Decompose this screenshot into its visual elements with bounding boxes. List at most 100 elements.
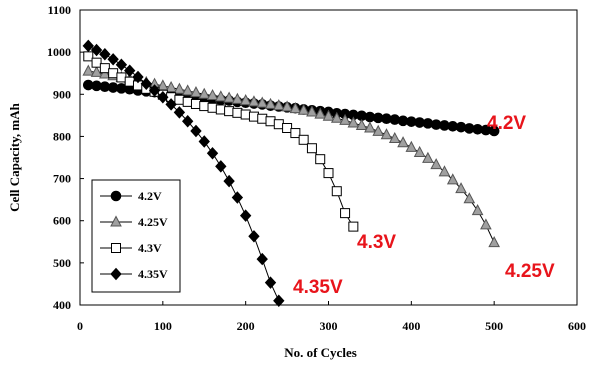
data-point <box>248 95 260 107</box>
data-point <box>90 43 103 57</box>
data-point <box>173 82 186 94</box>
data-point <box>248 230 260 243</box>
data-point <box>480 218 492 230</box>
data-point <box>380 128 393 140</box>
series-layer <box>82 39 500 308</box>
data-point <box>214 90 227 102</box>
data-point <box>140 77 152 90</box>
data-point <box>256 252 268 266</box>
data-point <box>264 276 277 289</box>
data-point <box>282 123 293 133</box>
data-point <box>256 96 269 108</box>
data-point <box>430 158 443 170</box>
data-point <box>99 67 111 79</box>
data-point <box>388 131 401 144</box>
data-point <box>232 107 243 118</box>
data-point <box>108 68 119 79</box>
data-point <box>181 84 194 96</box>
data-point <box>348 221 359 232</box>
data-point <box>239 94 252 106</box>
data-point <box>463 192 476 204</box>
data-point <box>397 136 409 148</box>
series-diamond <box>82 39 285 308</box>
legend-label: 4.35V <box>138 267 168 281</box>
data-point <box>148 84 161 97</box>
data-point <box>224 106 235 117</box>
legend-box <box>91 179 181 293</box>
data-point <box>340 208 351 219</box>
data-point <box>347 116 360 128</box>
x-tick-label: 300 <box>320 319 338 333</box>
data-point <box>257 113 268 124</box>
data-point <box>157 90 169 104</box>
legend-label: 4.25V <box>138 215 168 229</box>
data-point <box>314 107 327 119</box>
data-point <box>206 147 219 160</box>
x-tick-label: 400 <box>402 319 420 333</box>
data-point <box>107 53 119 66</box>
data-point <box>446 173 459 185</box>
x-tick-label: 0 <box>77 319 83 333</box>
data-point <box>488 125 500 137</box>
data-point <box>199 101 210 112</box>
data-point <box>198 135 210 148</box>
legend-label: 4.2V <box>138 189 162 203</box>
data-point <box>264 97 277 109</box>
data-point <box>116 72 127 83</box>
data-point <box>173 106 186 119</box>
y-tick-label: 700 <box>53 172 71 186</box>
data-point <box>240 109 251 120</box>
data-point <box>190 124 202 138</box>
data-point <box>124 76 135 87</box>
data-point <box>331 186 342 197</box>
data-point <box>248 111 259 122</box>
data-point <box>413 145 426 157</box>
data-point <box>83 51 94 62</box>
data-point <box>165 98 177 111</box>
legend: 4.2V 4.25V 4.3V 4.35V <box>91 179 181 293</box>
data-point <box>82 39 94 53</box>
x-tick-label: 100 <box>154 319 172 333</box>
data-point <box>306 105 318 117</box>
y-axis-title: Cell Capacity, mAh <box>7 102 22 211</box>
y-tick-label: 800 <box>53 129 71 143</box>
data-point <box>272 99 285 111</box>
legend-entry: 4.2V <box>100 189 162 203</box>
annotations: 4.2V 4.25V 4.3V 4.35V <box>293 113 555 298</box>
y-tick-label: 1100 <box>48 3 71 17</box>
data-point <box>182 96 193 107</box>
data-point <box>372 124 385 136</box>
y-tick-label: 1000 <box>47 45 71 59</box>
y-tick-label: 400 <box>53 298 71 312</box>
y-tick-label: 900 <box>53 87 71 101</box>
data-point <box>239 209 252 222</box>
series-triangle <box>82 64 500 248</box>
data-point <box>99 48 111 61</box>
data-point <box>115 58 128 72</box>
data-point <box>273 119 284 130</box>
y-tick-label: 600 <box>53 214 71 228</box>
data-point <box>99 63 110 74</box>
data-point <box>422 151 434 163</box>
data-point <box>223 174 235 188</box>
data-point <box>165 80 177 93</box>
data-point <box>330 111 343 123</box>
data-point <box>273 294 285 308</box>
y-tick-label: 500 <box>53 256 71 270</box>
data-point <box>190 98 201 109</box>
legend-marker <box>110 215 122 227</box>
annotation-label: 4.2V <box>487 113 526 134</box>
data-point <box>290 128 301 139</box>
data-point <box>91 57 102 68</box>
data-point <box>231 191 244 204</box>
x-tick-label: 600 <box>568 319 586 333</box>
data-point <box>297 103 310 115</box>
data-point <box>315 154 326 165</box>
data-point <box>265 116 276 127</box>
axes: 0 100 200 300 400 500 600 400 500 600 700 800 900 100… <box>7 3 586 360</box>
data-point <box>405 140 418 152</box>
data-point <box>438 165 451 177</box>
x-axis-title: No. of Cycles <box>284 345 357 360</box>
data-point <box>182 115 194 128</box>
